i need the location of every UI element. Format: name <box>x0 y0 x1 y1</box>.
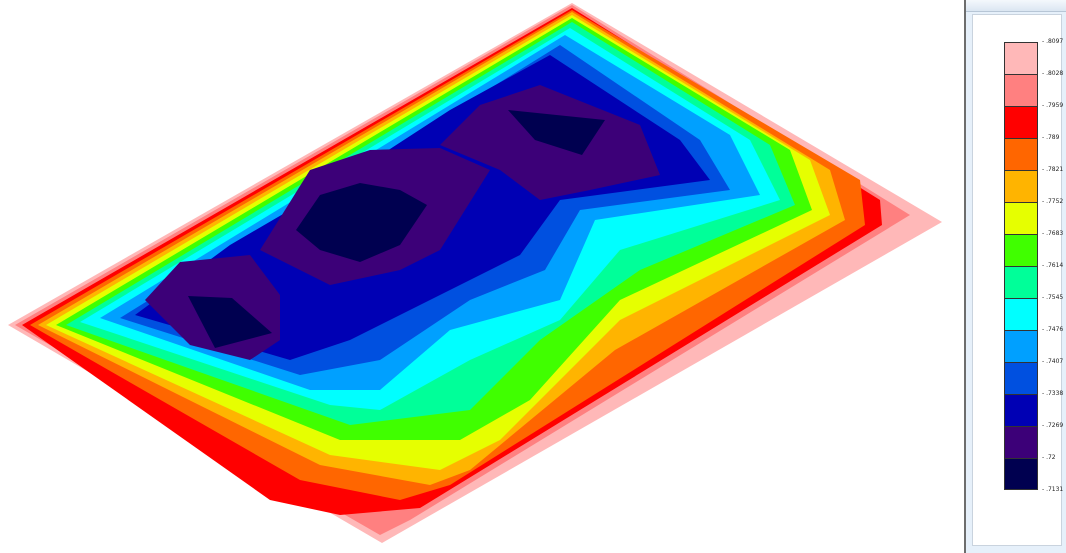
legend-label-2: - .8028 <box>1042 70 1064 77</box>
legend-swatch-4 <box>1004 138 1038 170</box>
legend-label-9: - .7545 <box>1042 294 1064 301</box>
legend-label-15: - .7131 <box>1042 486 1064 493</box>
contour-band-14-right <box>508 110 605 155</box>
contour-band-14-left <box>188 296 272 348</box>
legend-swatch-1 <box>1004 42 1038 74</box>
legend-label-10: - .7476 <box>1042 326 1064 333</box>
legend-label-1: - .8097 <box>1042 38 1064 45</box>
legend-swatch-7 <box>1004 234 1038 266</box>
legend-swatch-11 <box>1004 362 1038 394</box>
legend-swatch-9 <box>1004 298 1038 330</box>
model-viewport[interactable] <box>0 0 960 553</box>
contour-band-14-middle <box>296 183 427 262</box>
legend-swatch-2 <box>1004 74 1038 106</box>
legend-swatch-8 <box>1004 266 1038 298</box>
legend-swatch-14 <box>1004 458 1038 490</box>
legend-swatch-5 <box>1004 170 1038 202</box>
legend-panel-header <box>966 0 1066 12</box>
legend-label-4: - .789 <box>1042 134 1060 141</box>
legend-swatch-12 <box>1004 394 1038 426</box>
legend-label-14: - .72 <box>1042 454 1056 461</box>
legend-label-7: - .7683 <box>1042 230 1064 237</box>
legend-swatch-13 <box>1004 426 1038 458</box>
legend-label-13: - .7269 <box>1042 422 1064 429</box>
legend-swatch-3 <box>1004 106 1038 138</box>
legend-swatch-10 <box>1004 330 1038 362</box>
legend-label-3: - .7959 <box>1042 102 1064 109</box>
legend-label-5: - .7821 <box>1042 166 1064 173</box>
legend-label-8: - .7614 <box>1042 262 1064 269</box>
legend-label-11: - .7407 <box>1042 358 1064 365</box>
contour-plot <box>8 3 942 543</box>
legend-label-6: - .7752 <box>1042 198 1064 205</box>
legend-label-12: - .7338 <box>1042 390 1064 397</box>
legend-swatch-6 <box>1004 202 1038 234</box>
legend-swatches <box>1004 42 1038 490</box>
